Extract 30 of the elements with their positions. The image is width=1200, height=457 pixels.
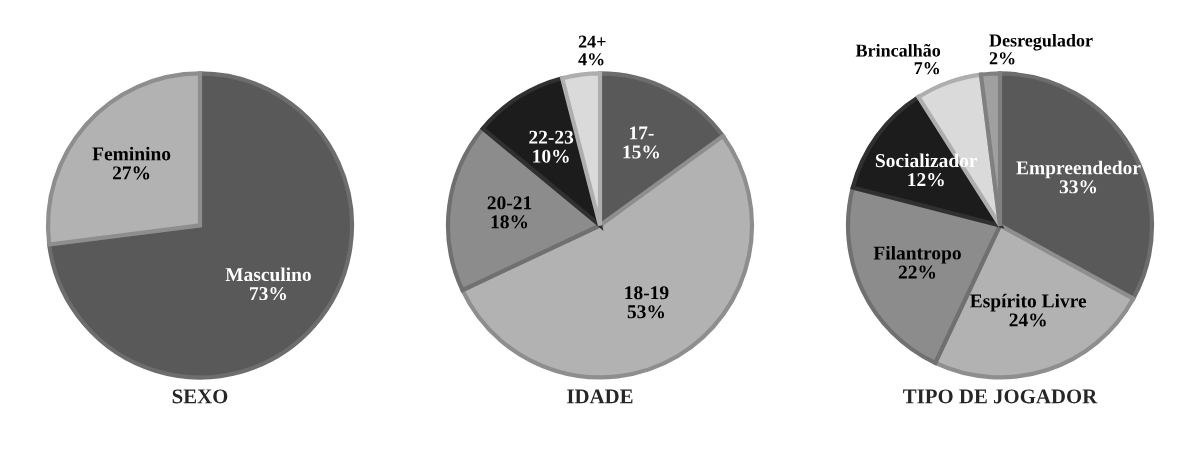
data-label: 24% — [1009, 313, 1046, 327]
text: SEXO — [172, 389, 228, 404]
slice-label: 17- — [630, 126, 654, 140]
pie-slice — [47, 71, 355, 380]
data-label: 15% — [623, 145, 660, 159]
slice-label: 18-19 — [625, 286, 669, 300]
slice-label: 20-21 — [487, 196, 532, 210]
data-label: 33% — [1059, 180, 1097, 194]
data-label: 53% — [627, 305, 665, 319]
slice-label: 22-23 — [529, 130, 574, 144]
data-label: 2% — [989, 52, 1015, 65]
text: IDADE — [567, 389, 633, 404]
slice-label: Masculino — [225, 267, 311, 282]
data-label: 18% — [491, 215, 528, 229]
slice-label: Desregulador — [989, 33, 1093, 51]
data-label: 12% — [908, 173, 944, 187]
data-label: 7% — [914, 62, 940, 75]
slice-label: Brincalhão — [855, 43, 941, 57]
data-label: 27% — [112, 166, 150, 180]
slice-label: 24+ — [578, 35, 606, 48]
data-label: 4% — [578, 53, 604, 66]
data-label: 22% — [898, 265, 936, 279]
pie-slice — [45, 71, 203, 247]
text: TIPO DE JOGADOR — [903, 389, 1098, 404]
slice-label: Empreendedor — [1016, 160, 1141, 179]
slice-label: Filantropo — [873, 245, 961, 264]
data-label: 10% — [533, 149, 569, 163]
data-label: 73% — [250, 286, 287, 301]
slice-label: Feminino — [92, 146, 171, 161]
slice-label: Espírito Livre — [970, 293, 1087, 312]
